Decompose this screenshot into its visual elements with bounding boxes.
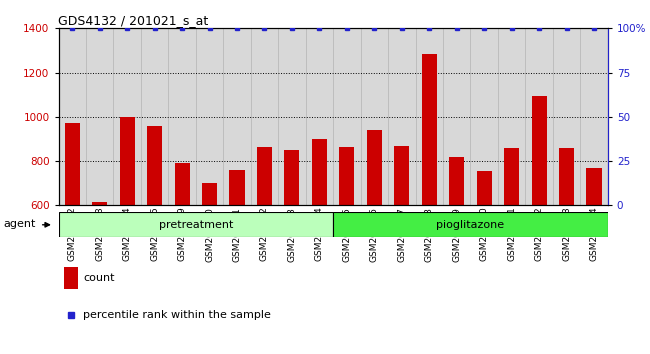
Bar bbox=[476, 171, 491, 205]
Bar bbox=[58, 212, 333, 237]
Text: percentile rank within the sample: percentile rank within the sample bbox=[83, 310, 271, 320]
Text: pretreatment: pretreatment bbox=[159, 220, 233, 230]
Bar bbox=[395, 145, 410, 205]
Bar bbox=[504, 148, 519, 205]
Bar bbox=[92, 202, 107, 205]
Text: count: count bbox=[83, 273, 114, 283]
Bar bbox=[312, 139, 327, 205]
Bar bbox=[422, 54, 437, 205]
Bar bbox=[333, 212, 608, 237]
Bar bbox=[257, 147, 272, 205]
Bar bbox=[65, 124, 80, 205]
Bar bbox=[532, 96, 547, 205]
Bar bbox=[175, 163, 190, 205]
Text: pioglitazone: pioglitazone bbox=[436, 220, 504, 230]
Bar bbox=[367, 130, 382, 205]
Bar bbox=[339, 147, 354, 205]
Bar bbox=[202, 183, 217, 205]
Text: GDS4132 / 201021_s_at: GDS4132 / 201021_s_at bbox=[58, 14, 209, 27]
Text: agent: agent bbox=[3, 218, 35, 229]
Bar bbox=[285, 150, 300, 205]
Bar bbox=[147, 126, 162, 205]
Bar bbox=[449, 156, 464, 205]
Bar bbox=[229, 170, 244, 205]
Bar bbox=[64, 267, 78, 289]
Bar bbox=[586, 168, 601, 205]
Bar bbox=[120, 117, 135, 205]
Bar bbox=[559, 148, 574, 205]
